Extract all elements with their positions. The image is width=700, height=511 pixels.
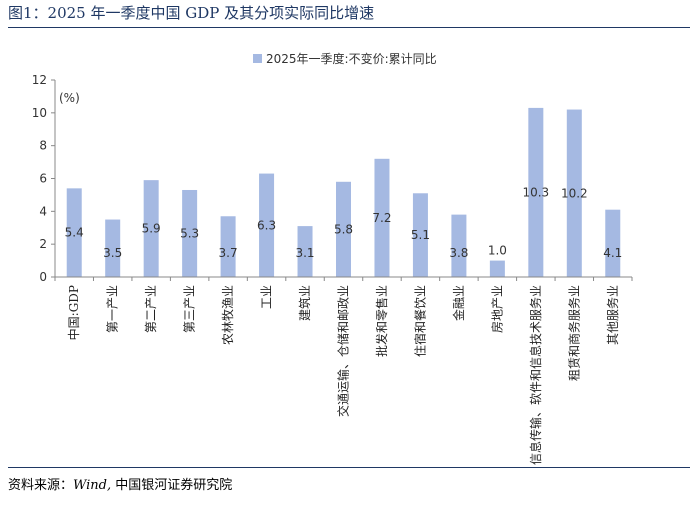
category-label: 交通运输、仓储和邮政业: [336, 285, 351, 417]
data-label: 6.3: [257, 218, 276, 232]
data-label: 3.5: [103, 246, 122, 260]
data-label: 5.1: [411, 228, 430, 242]
y-tick-label: 6: [39, 172, 47, 186]
figure-title: 图1：2025 年一季度中国 GDP 及其分项实际同比增速: [8, 4, 375, 22]
category-label: 建筑业: [297, 285, 312, 321]
y-tick-label: 8: [39, 139, 47, 153]
bar: [374, 158, 390, 277]
y-tick-label: 2: [39, 237, 47, 251]
source-suffix: 中国银河证券研究院: [111, 478, 233, 493]
y-axis-unit-label: (%): [59, 91, 80, 105]
legend-label: 2025年一季度:不变价:累计同比: [266, 51, 437, 66]
bar: [143, 180, 159, 277]
bar: [489, 260, 505, 277]
category-label: 房地产业: [489, 285, 504, 333]
data-label: 3.7: [219, 246, 238, 260]
bar-series: 5.4 3.5 5.9 5.3 3.7 6.3 3.1 5.8 7.2 5.1 3.8 1.0 10.3…: [65, 107, 622, 278]
y-tick-label: 12: [32, 73, 47, 87]
data-label: 4.1: [603, 246, 622, 260]
bar: [297, 226, 313, 277]
bar: [66, 188, 82, 277]
data-label: 5.9: [142, 222, 161, 236]
category-label: 租赁和商务服务业: [566, 285, 581, 381]
data-label: 3.1: [295, 246, 314, 260]
bar: [182, 189, 198, 277]
source-prefix: 资料来源：: [8, 478, 74, 493]
legend-swatch: [253, 54, 262, 63]
category-label: 其他服务业: [605, 285, 620, 345]
category-label: 住宿和餐饮业: [412, 285, 427, 357]
y-tick-label: 10: [32, 106, 47, 120]
bar: [605, 209, 621, 277]
bar: [105, 219, 121, 277]
data-label: 7.2: [372, 211, 391, 225]
source-rule: [8, 467, 690, 468]
bar: [220, 216, 236, 277]
bar: [259, 173, 275, 277]
category-label: 第三产业: [183, 285, 197, 333]
category-label: 第一产业: [106, 285, 120, 333]
category-label: 中国:GDP: [66, 285, 81, 340]
title-rule: [8, 27, 690, 28]
bar: [528, 107, 544, 278]
data-label: 3.8: [449, 246, 468, 260]
bar: [412, 193, 428, 277]
source-latin: Wind,: [73, 478, 112, 493]
bar: [566, 109, 582, 277]
category-label: 工业: [260, 285, 274, 309]
y-tick-label: 0: [39, 270, 47, 284]
category-label: 信息传输、软件和信息技术服务业: [528, 285, 543, 465]
category-label: 金融业: [451, 285, 466, 321]
data-label: 5.3: [180, 226, 199, 240]
data-label: 1.0: [488, 244, 507, 258]
x-axis: 中国:GDP 第一产业 第二产业 第三产业 农林牧渔业 工业 建筑业 交通运输、仓储和邮政业 批…: [54, 276, 633, 465]
category-label: 第二产业: [144, 285, 158, 333]
data-label: 10.3: [522, 185, 549, 199]
category-label: 批发和零售业: [374, 285, 389, 357]
data-label: 5.4: [65, 226, 84, 240]
data-label: 5.8: [334, 222, 353, 236]
y-tick-label: 4: [39, 204, 47, 218]
bar: [336, 181, 351, 277]
y-axis: 0 2 4 6 8 10 12: [32, 73, 56, 284]
chart-legend: 2025年一季度:不变价:累计同比: [253, 51, 437, 66]
category-label: 农林牧渔业: [221, 285, 235, 345]
data-label: 10.2: [561, 186, 588, 200]
source-note: 资料来源：Wind, 中国银河证券研究院: [8, 474, 232, 493]
bar: [451, 214, 467, 277]
